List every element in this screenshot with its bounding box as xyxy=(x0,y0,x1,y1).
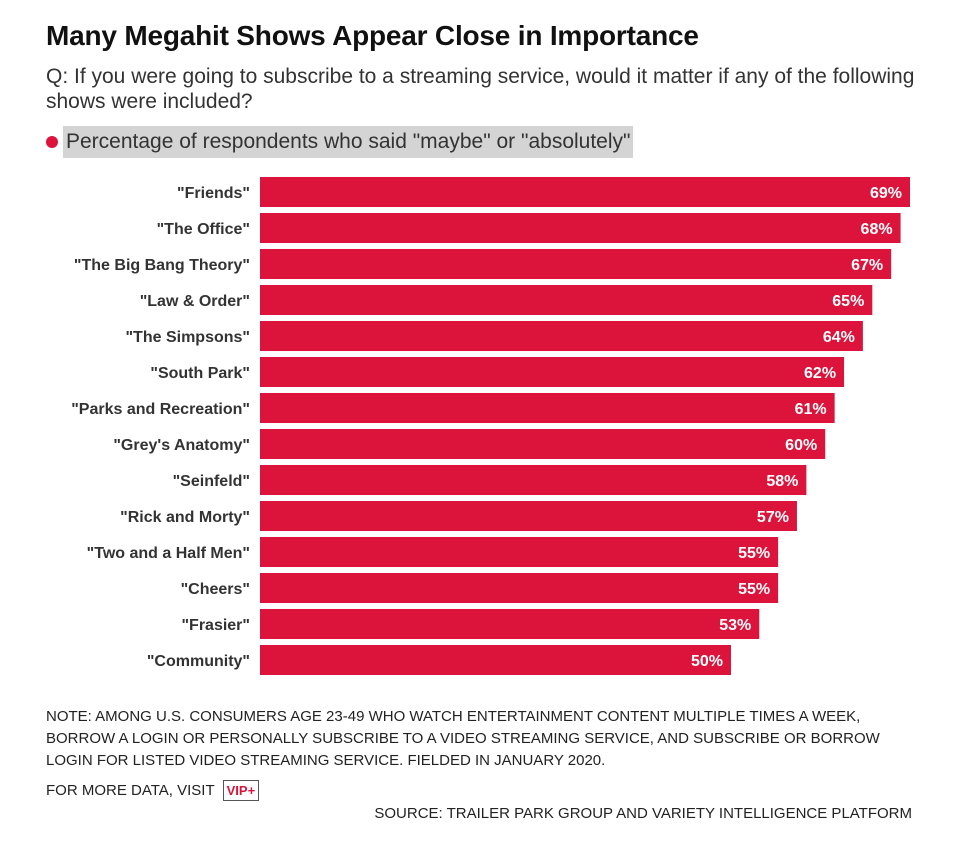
bar xyxy=(260,465,807,495)
category-label: "Community" xyxy=(147,653,250,670)
category-label: "Law & Order" xyxy=(140,293,250,310)
bar xyxy=(260,573,779,603)
data-label: 64% xyxy=(823,329,855,346)
category-label: "Frasier" xyxy=(181,617,250,634)
bar xyxy=(260,645,732,675)
legend-dot-icon xyxy=(46,136,58,148)
category-label: "South Park" xyxy=(150,365,250,382)
category-label: "Rick and Morty" xyxy=(120,509,250,526)
bar xyxy=(260,213,901,243)
data-label: 69% xyxy=(870,185,902,202)
bar-chart: "Friends" 69% "The Office" 68% "The Big Bang… xyxy=(71,177,910,675)
bar xyxy=(260,249,892,279)
data-label: 53% xyxy=(719,617,751,634)
bar xyxy=(260,357,845,387)
data-label: 58% xyxy=(766,473,798,490)
footnote: NOTE: AMONG U.S. CONSUMERS AGE 23-49 WHO… xyxy=(46,708,880,769)
data-label: 67% xyxy=(851,257,883,274)
data-label: 61% xyxy=(795,401,827,418)
data-label: 62% xyxy=(804,365,836,382)
bar xyxy=(260,321,863,351)
category-label: "Seinfeld" xyxy=(173,473,250,490)
data-label: 50% xyxy=(691,653,723,670)
category-label: "Parks and Recreation" xyxy=(71,401,250,418)
category-label: "The Big Bang Theory" xyxy=(74,257,250,274)
more-data-text: FOR MORE DATA, VISIT xyxy=(46,782,215,799)
vip-badge[interactable]: VIP+ xyxy=(222,780,260,801)
bar xyxy=(260,393,835,423)
data-label: 57% xyxy=(757,509,789,526)
chart-subtitle: Q: If you were going to subscribe to a s… xyxy=(46,65,915,113)
data-label: 55% xyxy=(738,581,770,598)
category-label: "The Simpsons" xyxy=(125,329,250,346)
bar xyxy=(260,609,760,639)
chart-title: Many Megahit Shows Appear Close in Impor… xyxy=(46,20,699,51)
bar xyxy=(260,177,910,207)
data-label: 55% xyxy=(738,545,770,562)
source-credit: SOURCE: TRAILER PARK GROUP AND VARIETY I… xyxy=(374,805,912,822)
category-label: "Cheers" xyxy=(181,581,250,598)
category-label: "The Office" xyxy=(157,221,250,238)
data-label: 60% xyxy=(785,437,817,454)
bar xyxy=(260,429,826,459)
legend-label: Percentage of respondents who said "mayb… xyxy=(63,126,634,158)
legend: Percentage of respondents who said "mayb… xyxy=(46,126,634,158)
data-label: 68% xyxy=(861,221,893,238)
bar xyxy=(260,537,779,567)
category-label: "Two and a Half Men" xyxy=(87,545,250,562)
more-data-line: FOR MORE DATA, VISIT VIP+ xyxy=(46,780,260,801)
data-label: 65% xyxy=(832,293,864,310)
bar xyxy=(260,501,797,531)
category-label: "Friends" xyxy=(177,185,250,202)
bar xyxy=(260,285,873,315)
category-label: "Grey's Anatomy" xyxy=(113,437,250,454)
